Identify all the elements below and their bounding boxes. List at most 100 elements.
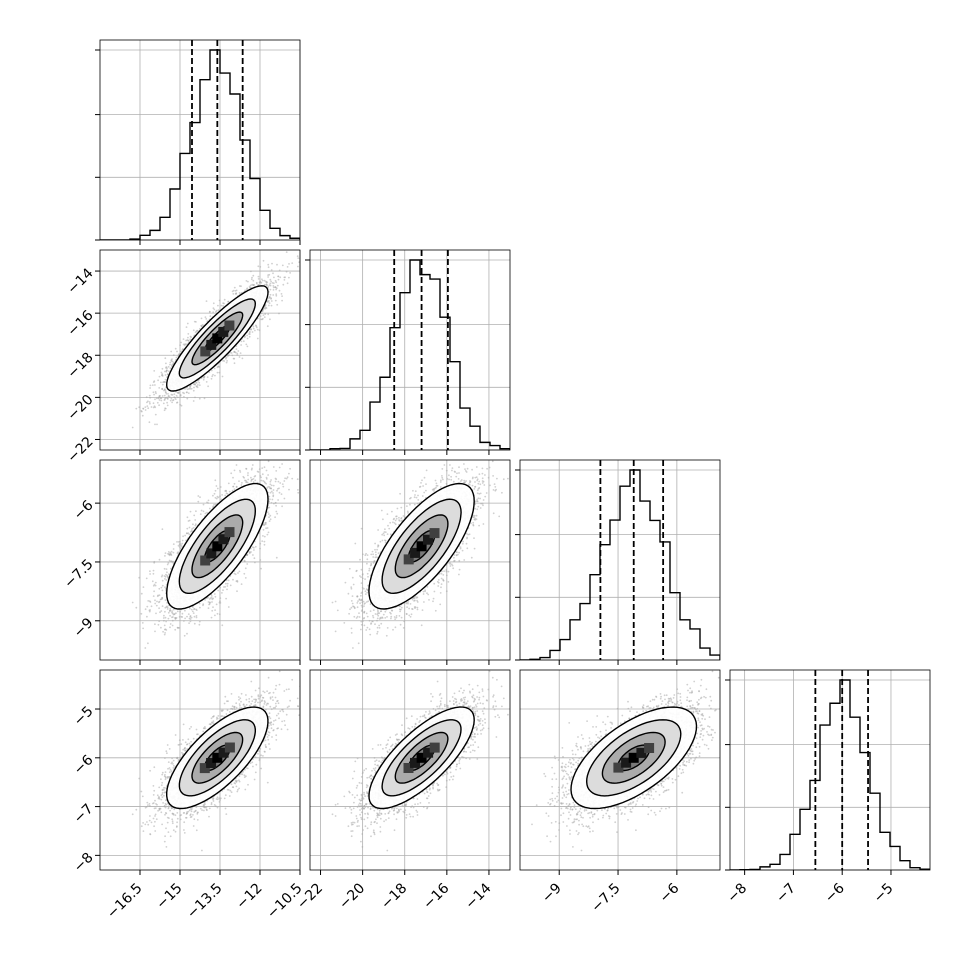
sample-point: [168, 370, 170, 373]
sample-point: [185, 339, 188, 342]
sample-point: [154, 391, 157, 393]
sample-point: [256, 337, 259, 340]
sample-point: [199, 327, 201, 330]
sample-point: [291, 262, 294, 264]
sample-point: [149, 402, 151, 405]
sample-point: [221, 375, 224, 378]
sample-point: [164, 575, 167, 578]
sample-point: [185, 326, 188, 328]
sample-point: [153, 393, 156, 396]
sample-point: [278, 312, 280, 315]
sample-point: [166, 398, 169, 400]
sample-point: [188, 622, 191, 624]
sample-point: [278, 269, 281, 272]
sample-point: [223, 360, 226, 362]
density-core-cell: [212, 333, 223, 344]
sample-point: [289, 467, 291, 470]
sample-point: [186, 388, 189, 391]
sample-point: [178, 546, 181, 548]
sample-point: [245, 343, 248, 346]
sample-point: [198, 397, 201, 400]
sample-point: [148, 421, 151, 424]
sample-point: [252, 325, 255, 328]
sample-point: [168, 573, 170, 575]
sample-point: [170, 350, 173, 353]
sample-point: [166, 401, 169, 404]
sample-point: [238, 292, 241, 294]
sample-point: [269, 282, 272, 285]
sample-point: [234, 293, 237, 295]
sample-point: [271, 262, 273, 265]
sample-point: [255, 325, 258, 328]
sample-point: [169, 363, 171, 366]
sample-point: [242, 340, 245, 343]
sample-point: [204, 316, 207, 318]
sample-point: [164, 407, 167, 410]
sample-point: [193, 615, 196, 618]
sample-point: [150, 406, 153, 408]
sample-point: [222, 305, 225, 307]
density-core-cell: [200, 346, 211, 357]
sample-point: [229, 351, 232, 354]
sample-point: [270, 300, 273, 302]
sample-point: [236, 352, 239, 355]
sample-point: [155, 392, 157, 395]
sample-point: [259, 315, 262, 317]
sample-point: [244, 289, 247, 292]
sample-point: [268, 304, 270, 307]
sample-point: [269, 480, 272, 483]
sample-point: [232, 289, 235, 292]
sample-point: [152, 391, 155, 394]
sample-point: [171, 401, 174, 404]
sample-point: [276, 284, 279, 287]
sample-point: [149, 396, 152, 399]
sample-point: [176, 610, 179, 613]
sample-point: [206, 376, 209, 378]
sample-point: [264, 306, 267, 309]
sample-point: [244, 567, 247, 570]
sample-point: [257, 275, 260, 278]
sample-point: [263, 279, 266, 282]
sample-point: [225, 357, 227, 360]
sample-point: [161, 374, 164, 376]
sample-point: [274, 279, 277, 282]
sample-point: [257, 278, 260, 280]
sample-point: [203, 377, 205, 379]
sample-point: [246, 337, 249, 340]
sample-point: [147, 407, 150, 410]
sample-point: [264, 313, 267, 315]
sample-point: [194, 396, 196, 399]
sample-point: [158, 387, 161, 389]
sample-point: [169, 623, 172, 625]
scatter-panel-2-0: −9−7.5−6: [61, 459, 301, 665]
histogram-step-0: [100, 49, 300, 240]
sample-point: [169, 361, 172, 364]
sample-point: [160, 399, 163, 402]
sample-point: [267, 263, 270, 266]
sample-point: [214, 489, 217, 492]
sample-point: [165, 396, 168, 399]
sample-point: [160, 371, 163, 374]
sample-point: [198, 384, 201, 387]
sample-point: [219, 600, 221, 603]
sample-point: [269, 293, 272, 296]
density-core: [200, 320, 235, 357]
sample-point: [254, 329, 256, 332]
sample-point: [135, 407, 138, 410]
sample-point: [216, 371, 219, 374]
sample-point: [277, 275, 280, 278]
sample-point: [251, 331, 254, 333]
sample-point: [217, 304, 219, 307]
sample-point: [187, 339, 190, 342]
sample-point: [250, 278, 253, 281]
sample-point: [164, 370, 166, 373]
sample-point: [270, 304, 273, 307]
sample-point: [172, 354, 175, 357]
sample-point: [261, 279, 264, 282]
sample-point: [146, 405, 149, 407]
sample-point: [231, 354, 234, 357]
sample-point: [181, 348, 184, 351]
sample-point: [227, 579, 230, 582]
sample-point: [167, 393, 169, 395]
sample-point: [261, 278, 263, 281]
